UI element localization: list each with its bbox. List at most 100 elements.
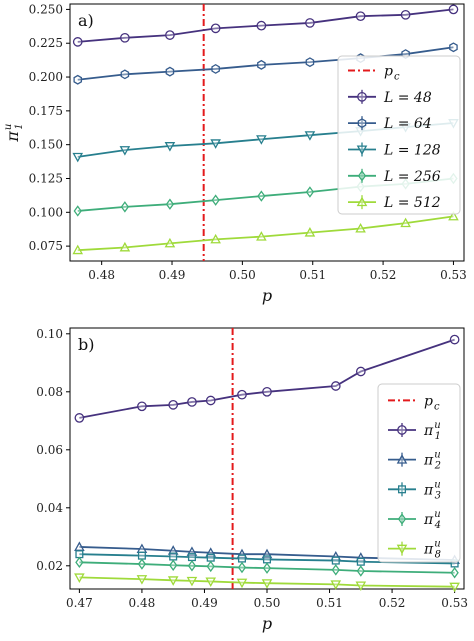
legend-entry-label: pc xyxy=(384,63,400,82)
data-point xyxy=(237,554,246,563)
data-point xyxy=(119,241,131,252)
data-point xyxy=(355,222,366,233)
data-point xyxy=(210,233,221,244)
data-point xyxy=(330,381,341,391)
legend-marker xyxy=(357,91,367,102)
legend-marker xyxy=(357,170,367,182)
data-point xyxy=(257,190,266,202)
x-tick-label: 0.52 xyxy=(379,596,406,610)
data-point xyxy=(330,580,342,590)
data-point xyxy=(449,42,458,53)
panel-b: 0.47 0.48 0.49 0.50 0.51 0.52 0.53 0.02 0.04 0.06… xyxy=(36,327,468,633)
legend-marker xyxy=(356,145,368,156)
data-point xyxy=(262,386,272,397)
legend-marker xyxy=(357,118,367,129)
legend-box xyxy=(377,383,461,563)
data-point xyxy=(137,401,147,412)
data-point xyxy=(206,553,215,562)
y-tick-label: 0.150 xyxy=(29,138,63,152)
data-point xyxy=(237,389,247,400)
x-tick-label: 0.53 xyxy=(441,596,468,610)
data-point xyxy=(400,9,411,20)
y-tick-label: 0.02 xyxy=(36,559,63,573)
data-point xyxy=(211,194,220,206)
data-point xyxy=(304,227,316,237)
legend-entry-label: L = 128 xyxy=(383,142,441,158)
y-axis-label-group: πu1 xyxy=(3,123,25,142)
data-point xyxy=(187,553,196,562)
legend-entry-label: L = 64 xyxy=(383,116,432,132)
data-point xyxy=(400,217,411,228)
data-point xyxy=(186,576,198,587)
data-point xyxy=(356,557,365,566)
series-line xyxy=(77,46,454,81)
x-axis-label: p xyxy=(262,614,272,633)
x-tick-label: 0.52 xyxy=(370,268,397,282)
x-tick-label: 0.48 xyxy=(129,596,156,610)
data-point xyxy=(169,552,178,561)
legend-marker xyxy=(356,196,368,207)
x-tick-label: 0.48 xyxy=(88,268,115,282)
data-point xyxy=(74,413,85,423)
x-tick-label: 0.47 xyxy=(66,596,93,610)
series-line xyxy=(79,553,455,565)
data-point xyxy=(119,146,131,156)
y-tick-label: 0.100 xyxy=(29,205,63,219)
data-point xyxy=(304,131,316,141)
legend-entry-label: πu 3 xyxy=(423,479,441,501)
y-tick-label: 0.08 xyxy=(36,385,63,399)
data-point xyxy=(72,37,83,47)
y-tick-label: 0.175 xyxy=(29,104,63,118)
data-point xyxy=(168,399,179,410)
data-point xyxy=(73,205,82,217)
data-point xyxy=(261,579,273,589)
data-point xyxy=(120,32,130,43)
x-tick-label: 0.53 xyxy=(440,268,467,282)
legend-box xyxy=(337,55,461,215)
data-point xyxy=(355,366,366,377)
legend-marker xyxy=(396,454,408,464)
data-point xyxy=(256,231,267,241)
data-point xyxy=(74,573,85,583)
panel-label: b) xyxy=(78,335,94,354)
data-point xyxy=(72,244,84,255)
x-axis-label: p xyxy=(262,286,272,305)
series-line xyxy=(77,215,454,252)
data-point xyxy=(205,395,216,406)
x-tick-label: 0.50 xyxy=(229,268,256,282)
data-point xyxy=(137,551,146,560)
data-point xyxy=(120,201,130,213)
y-tick-label: 0.225 xyxy=(29,36,63,50)
data-point xyxy=(165,66,175,77)
y-tick-label: 0.075 xyxy=(29,239,63,253)
data-point xyxy=(355,11,366,22)
legend-marker xyxy=(396,544,408,555)
data-point xyxy=(167,545,179,555)
data-point xyxy=(448,210,459,221)
x-tick-label: 0.50 xyxy=(254,596,281,610)
data-point xyxy=(331,564,340,576)
data-point xyxy=(211,63,220,74)
data-point xyxy=(237,561,247,574)
data-point xyxy=(169,559,178,571)
data-point xyxy=(305,57,315,68)
legend: pc πu 1 πu 2 πu 3 πu 4 πu 8 xyxy=(377,383,461,563)
data-point xyxy=(449,334,460,345)
y-tick-label: 0.125 xyxy=(29,171,63,185)
data-point xyxy=(256,135,267,145)
data-point xyxy=(236,578,248,589)
legend-entry-label: πu 8 xyxy=(423,539,441,561)
data-point xyxy=(331,556,340,565)
data-point xyxy=(164,237,176,248)
panel-label: a) xyxy=(78,11,94,30)
legend-marker xyxy=(397,513,407,525)
y-axis-label: πu1 xyxy=(3,123,25,142)
legend-entry-label: L = 48 xyxy=(383,90,432,106)
data-point xyxy=(262,562,272,574)
legend-entry-label: pc xyxy=(424,393,440,412)
legend-entry-label: πu 4 xyxy=(423,509,441,531)
data-point xyxy=(75,556,84,569)
data-point xyxy=(136,575,148,585)
x-tick-label: 0.51 xyxy=(316,596,343,610)
data-point xyxy=(72,152,84,163)
